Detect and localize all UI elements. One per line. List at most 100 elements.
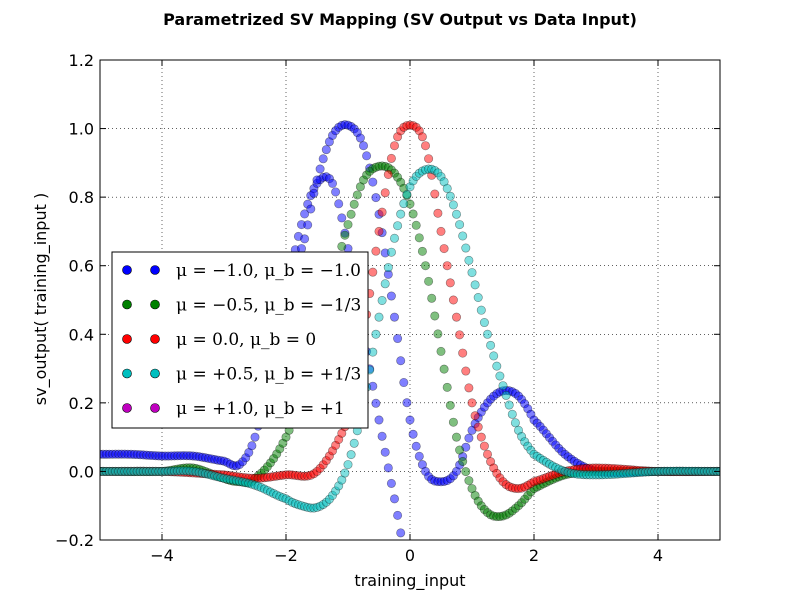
y-tick-label: −0.2 [55, 531, 94, 550]
data-point [315, 164, 325, 174]
data-point [427, 293, 437, 303]
data-point [349, 438, 359, 448]
data-point [349, 199, 359, 209]
data-point [318, 154, 328, 164]
data-point [486, 340, 496, 350]
data-point [461, 243, 471, 253]
data-point [510, 418, 520, 428]
data-point [343, 460, 353, 470]
data-point [358, 141, 368, 151]
data-point [399, 378, 409, 388]
data-point [439, 364, 449, 374]
x-tick-label: −4 [150, 546, 174, 565]
data-point [451, 312, 461, 322]
data-point [405, 415, 415, 425]
data-point [362, 151, 372, 161]
data-point [464, 433, 474, 443]
data-point [368, 347, 378, 357]
data-point [445, 278, 455, 288]
data-point [393, 221, 403, 231]
data-point [389, 233, 399, 243]
data-point [489, 351, 499, 361]
data-point [389, 312, 399, 322]
legend-marker [150, 334, 160, 344]
data-point [402, 398, 412, 408]
data-point [383, 263, 393, 273]
data-point [386, 478, 396, 488]
data-point [464, 255, 474, 265]
legend-marker [150, 265, 160, 275]
data-point [501, 390, 511, 400]
x-tick-label: 4 [653, 546, 663, 565]
x-axis-label: training_input [354, 571, 465, 591]
ticks: −4 −2 0 2 4 −0.2 0.0 0.2 0.4 0.6 0.8 1.0 1.2 [55, 51, 720, 565]
data-point [448, 417, 458, 427]
legend-marker [122, 265, 132, 275]
data-point [383, 463, 393, 473]
data-point [303, 220, 313, 230]
data-point [448, 295, 458, 305]
legend-marker [122, 299, 132, 310]
legend-label: μ = 0.0, μ_b = 0 [176, 330, 316, 350]
data-point [337, 241, 347, 251]
data-point [461, 366, 471, 376]
legend-marker [122, 368, 132, 379]
data-point [340, 230, 350, 240]
data-point [321, 145, 331, 155]
data-point [389, 494, 399, 504]
data-point [346, 209, 356, 219]
x-tick-label: −2 [274, 546, 298, 565]
data-point [433, 208, 443, 218]
data-point [458, 348, 468, 358]
data-point [343, 220, 353, 230]
data-point [470, 280, 480, 290]
y-tick-label: 0.0 [69, 462, 94, 481]
data-point [396, 528, 406, 538]
chart-title: Parametrized SV Mapping (SV Output vs Da… [163, 10, 637, 29]
data-point [467, 398, 477, 408]
data-point [442, 183, 452, 193]
data-point [380, 447, 390, 457]
y-tick-label: 0.6 [69, 257, 94, 276]
data-point [411, 441, 421, 451]
data-point [507, 409, 517, 419]
data-point [331, 187, 341, 197]
data-point [327, 178, 337, 188]
data-point [424, 154, 434, 164]
data-point [476, 305, 486, 315]
data-point [461, 467, 471, 477]
y-axis-label: sv_output( training_input ) [31, 193, 51, 405]
data-point [380, 188, 390, 198]
data-point [448, 200, 458, 210]
data-point [464, 476, 474, 486]
data-point [479, 318, 489, 328]
data-point [473, 422, 483, 432]
data-point [408, 209, 418, 219]
data-point [424, 276, 434, 286]
data-point [470, 411, 480, 421]
data-point [368, 177, 378, 187]
data-point [442, 261, 452, 271]
data-point [417, 246, 427, 256]
data-point [482, 449, 492, 459]
data-point [247, 441, 257, 451]
data-point [389, 141, 399, 151]
x-tick-label: 2 [529, 546, 539, 565]
data-point [393, 334, 403, 344]
data-point [455, 330, 465, 340]
data-point [467, 268, 477, 278]
data-point [355, 133, 365, 143]
data-point [504, 400, 514, 410]
data-point [439, 244, 449, 254]
data-point [309, 188, 319, 198]
data-point [377, 431, 387, 441]
y-tick-label: 0.8 [69, 188, 94, 207]
data-point [383, 169, 393, 179]
data-point [442, 382, 452, 392]
data-point [337, 213, 347, 223]
legend-label: μ = +1.0, μ_b = +1 [176, 399, 345, 419]
data-point [374, 312, 384, 322]
data-point [430, 189, 440, 199]
data-point [436, 226, 446, 236]
legend-marker [122, 403, 132, 413]
